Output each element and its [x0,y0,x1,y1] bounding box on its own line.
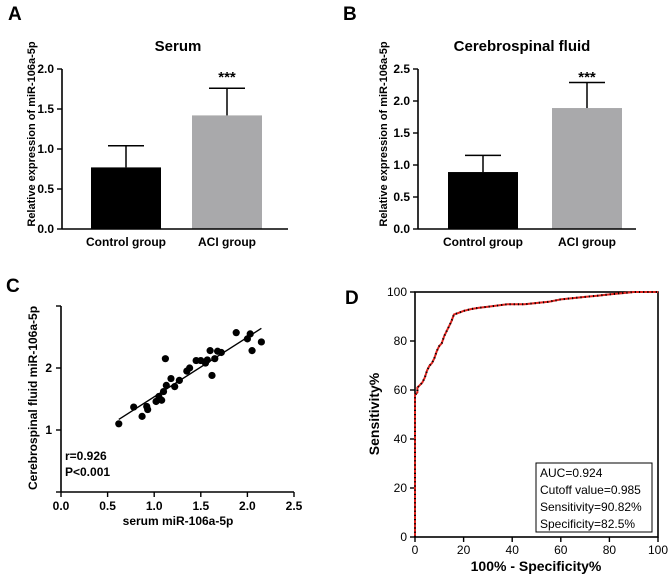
chart-c-annotation-p: P<0.001 [65,465,110,479]
chart-d: Sensitivity% 100% - Specificity% 0 20 40 60… [366,285,668,574]
chart-c-point [115,420,123,428]
chart-a-bar [91,167,161,229]
chart-d-legend-specificity: Specificity=82.5% [540,517,635,531]
chart-c-fit-line [118,327,262,421]
chart-d-roc-dotted [414,291,658,537]
chart-c-point [186,364,194,372]
chart-b-ylabel: Relative expression of miR-106a-5p [378,41,390,227]
chart-c-xtick-label: 2.5 [286,499,303,513]
chart-c-annotation-r: r=0.926 [65,449,107,463]
chart-a-ytick-label: 0.5 [37,182,54,196]
chart-a-xtick-aci: ACI group [198,235,256,249]
chart-d-ytick-label: 80 [394,334,408,348]
chart-d-legend: AUC=0.924 Cutoff value=0.985 Sensitivity… [535,462,653,533]
panel-letter-b: B [343,4,357,25]
chart-a-ylabel: Relative expression of miR-106a-5p [26,41,38,227]
chart-d-ytick-label: 0 [400,530,407,544]
panel-letter-a: A [8,4,22,25]
chart-b-ytick-label: 2.5 [393,62,410,76]
chart-b: Cerebrospinal fluid Relative expression … [378,38,636,249]
chart-a-ytick-label: 2.0 [37,62,54,76]
chart-d-xtick-label: 60 [554,543,568,557]
chart-d-xtick-label: 20 [457,543,471,557]
chart-b-ytick-label: 2.0 [393,94,410,108]
chart-c-ylabel: Cerebrospinal fluid miR-106a-5p [26,306,40,490]
chart-c-point [248,347,256,355]
chart-c-xtick-label: 1.5 [192,499,209,513]
chart-b-xtick-aci: ACI group [558,235,616,249]
chart-c-point [161,355,169,363]
chart-c-point [167,374,175,383]
chart-d-xtick-label: 40 [506,543,520,557]
chart-a-xtick-control: Control group [86,235,166,249]
chart-d-legend-sensitivity: Sensitivity=90.82% [540,500,642,514]
chart-c-point [208,371,216,380]
chart-d-legend-cutoff: Cutoff value=0.985 [540,483,641,497]
panel-letter-c: C [6,276,20,297]
chart-c-ytick-label: 1 [45,423,52,437]
chart-c-point [206,347,214,355]
chart-d-ytick-label: 40 [394,432,408,446]
chart-d-ytick-label: 100 [387,285,407,299]
chart-d-legend-auc: AUC=0.924 [540,466,603,480]
chart-c-point [232,329,240,337]
chart-b-ytick-label: 0.5 [393,190,410,204]
chart-c-point [144,405,152,414]
chart-a-title: Serum [155,38,202,55]
chart-a-significance: *** [218,69,236,86]
chart-d-ylabel: Sensitivity% [366,372,382,455]
chart-d-xtick-label: 100 [648,543,668,557]
panel-letter-d: D [345,288,359,309]
chart-d-legend-box [535,462,653,533]
chart-c-point [257,338,265,346]
chart-d-xtick-label: 0 [412,543,419,557]
chart-c-ytick-label: 2 [45,361,52,375]
chart-b-ytick-label: 1.5 [393,126,410,140]
chart-c-point [158,396,166,404]
chart-a: Serum Relative expression of miR-106a-5p… [26,38,288,249]
chart-d-ytick-label: 20 [394,481,408,495]
chart-c-xtick-label: 2.0 [239,499,256,513]
chart-c-xtick-label: 0.0 [53,499,70,513]
chart-a-ytick-label: 1.5 [37,102,54,116]
chart-a-ytick-label: 1.0 [37,142,54,156]
chart-b-bar [552,108,622,229]
chart-b-ytick-label: 1.0 [393,158,410,172]
chart-d-xtick-label: 80 [603,543,617,557]
chart-b-title: Cerebrospinal fluid [454,38,591,55]
chart-d-xlabel: 100% - Specificity% [471,558,602,574]
chart-c: Cerebrospinal fluid miR-106a-5p serum mi… [26,305,303,528]
chart-c-point [138,412,146,420]
chart-c-xlabel: serum miR-106a-5p [123,514,234,528]
chart-b-bar [448,172,518,229]
chart-b-significance: *** [578,69,596,86]
chart-a-bar [192,115,262,229]
chart-b-xtick-control: Control group [443,235,523,249]
chart-a-ytick-label: 0.0 [37,222,54,236]
chart-c-xtick-label: 0.5 [99,499,116,513]
chart-c-xtick-label: 1.0 [146,499,163,513]
chart-d-ytick-label: 60 [394,383,408,397]
chart-b-ytick-label: 0.0 [393,222,410,236]
chart-c-point [246,330,254,338]
